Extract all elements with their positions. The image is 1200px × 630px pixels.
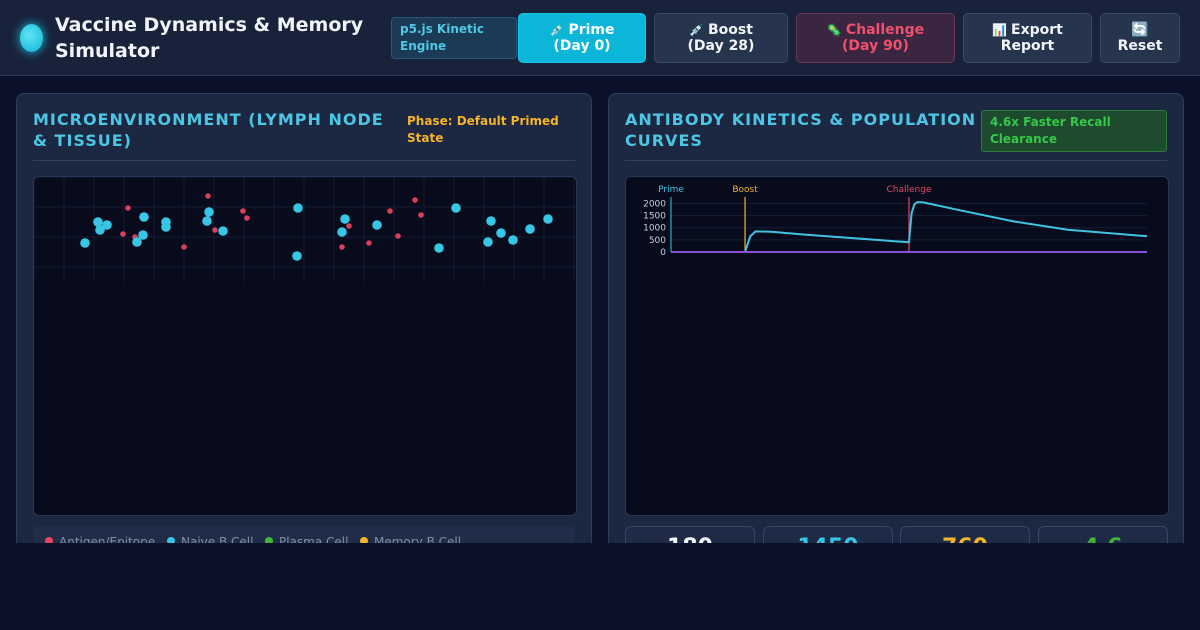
naive-b-cell	[496, 228, 506, 238]
logo-icon	[20, 24, 43, 52]
naive-b-cell	[337, 227, 347, 237]
marker-label: Prime	[658, 185, 684, 195]
antigen-particle	[244, 215, 250, 221]
antigen-particle	[339, 244, 345, 250]
y-tick-label: 1000	[643, 224, 666, 234]
naive-b-cell	[138, 230, 148, 240]
kinetics-canvas: 0 500 1000 1500 2000 Prime Boost Challenge	[625, 176, 1169, 516]
y-tick-label: 500	[649, 236, 666, 246]
microbe-icon: 🦠	[826, 23, 842, 37]
phase-label: Phase: Default Primed State	[407, 114, 559, 145]
reset-button[interactable]: 🔄 Reset	[1100, 13, 1180, 63]
naive-dot-icon	[167, 537, 175, 545]
naive-b-cell	[372, 220, 382, 230]
marker-label: Challenge	[887, 185, 932, 195]
prime-button[interactable]: 💉 Prime (Day 0)	[518, 13, 646, 63]
naive-b-cell	[95, 225, 105, 235]
memory-dot-icon	[360, 537, 368, 545]
antigen-particle	[181, 244, 187, 250]
naive-b-cell	[218, 226, 228, 236]
export-button-label: Export	[1011, 22, 1063, 38]
antigen-particle	[387, 208, 393, 214]
challenge-button[interactable]: 🦠 Challenge (Day 90)	[796, 13, 955, 63]
naive-b-cell	[434, 243, 444, 253]
antigen-particle	[240, 208, 246, 214]
challenge-button-sub: (Day 90)	[842, 38, 909, 54]
naive-b-cell	[340, 214, 350, 224]
antigen-dot-icon	[45, 537, 53, 545]
naive-b-cell	[483, 237, 493, 247]
antigen-particle	[125, 205, 131, 211]
refresh-icon: 🔄	[1131, 22, 1149, 38]
antigen-particle	[418, 212, 424, 218]
marker-label: Boost	[732, 185, 758, 195]
naive-b-cell	[202, 216, 212, 226]
boost-button-label: Boost	[708, 22, 753, 38]
plasma-dot-icon	[265, 537, 273, 545]
cell-simulation-svg	[34, 177, 576, 282]
antigen-particle	[120, 231, 126, 237]
app-title: Vaccine Dynamics & Memory Simulator	[55, 14, 364, 62]
microenvironment-panel: MICROENVIRONMENT (LYMPH NODE & TISSUE) P…	[16, 93, 592, 566]
boost-button[interactable]: 💉 Boost (Day 28)	[654, 13, 788, 63]
naive-b-cell	[543, 214, 553, 224]
antigen-particle	[212, 227, 218, 233]
naive-b-cell	[204, 207, 214, 217]
antigen-particle	[346, 223, 352, 229]
reset-button-label: Reset	[1117, 38, 1163, 54]
challenge-button-label: Challenge	[845, 22, 925, 38]
engine-badge: p5.js Kinetic Engine	[391, 17, 517, 59]
antibody-kinetics-title: ANTIBODY KINETICS & POPULATION CURVES	[625, 110, 977, 150]
export-report-button[interactable]: 📊 Export Report	[963, 13, 1092, 63]
prime-button-sub: (Day 0)	[553, 38, 611, 54]
antigen-particle	[412, 197, 418, 203]
naive-b-cell	[139, 212, 149, 222]
naive-b-cell	[451, 203, 461, 213]
naive-b-cell	[486, 216, 496, 226]
viewport-edge	[0, 543, 1200, 630]
panel-divider	[625, 160, 1167, 161]
prime-button-label: Prime	[568, 22, 615, 38]
naive-b-cell	[508, 235, 518, 245]
microenvironment-title: MICROENVIRONMENT (LYMPH NODE & TISSUE)	[33, 110, 384, 150]
naive-b-cell	[132, 237, 142, 247]
antigen-particle	[205, 193, 211, 199]
app-header: Vaccine Dynamics & Memory Simulator p5.j…	[0, 0, 1200, 76]
y-tick-label: 1500	[643, 212, 666, 222]
naive-b-cell	[293, 203, 303, 213]
naive-b-cell	[525, 224, 535, 234]
y-tick-label: 2000	[643, 199, 666, 209]
kinetics-chart: 0 500 1000 1500 2000 Prime Boost Challenge	[643, 185, 1148, 258]
y-tick-label: 0	[660, 248, 666, 258]
syringe-icon: 💉	[549, 23, 565, 37]
syringe-icon: 💉	[689, 23, 704, 37]
bar-chart-icon: 📊	[992, 23, 1008, 37]
boost-button-sub: (Day 28)	[687, 38, 755, 54]
naive-b-cell	[93, 217, 103, 227]
panel-divider	[33, 160, 575, 161]
microenvironment-canvas[interactable]	[33, 176, 577, 516]
naive-b-cell	[161, 222, 171, 232]
naive-b-cell	[102, 220, 112, 230]
naive-b-cell	[292, 251, 302, 261]
antigen-particle	[395, 233, 401, 239]
naive-b-cell	[80, 238, 90, 248]
export-button-sub: Report	[1000, 38, 1055, 54]
antigen-particle	[366, 240, 372, 246]
recall-badge: 4.6x Faster Recall Clearance	[981, 110, 1167, 152]
series-line	[671, 201, 1148, 253]
antibody-kinetics-panel: ANTIBODY KINETICS & POPULATION CURVES 4.…	[608, 93, 1184, 576]
